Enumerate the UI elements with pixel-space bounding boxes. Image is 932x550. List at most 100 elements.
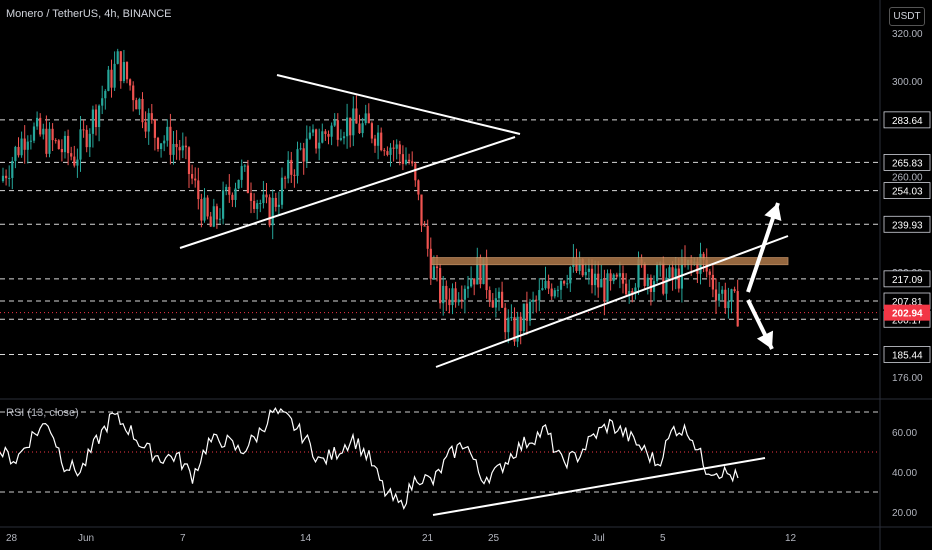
candle-body: [349, 117, 352, 136]
candle-body: [625, 283, 628, 295]
candle-body: [420, 194, 423, 226]
candle-body: [280, 177, 284, 205]
candle-body: [485, 257, 488, 291]
candle-body: [311, 129, 315, 133]
candle-body: [243, 165, 246, 167]
candle-body: [116, 51, 119, 64]
candle-body: [11, 161, 14, 178]
time-tick-label: 21: [422, 533, 434, 544]
candle-body: [135, 100, 138, 110]
candle-body: [460, 299, 463, 301]
candle-body: [228, 186, 231, 195]
candle-body: [36, 117, 39, 127]
candle-body: [88, 133, 91, 148]
candle-body: [26, 141, 29, 150]
candle-body: [218, 218, 222, 220]
candle-body: [656, 264, 659, 282]
candle-body: [240, 166, 243, 180]
candle-body: [380, 132, 383, 151]
candle-body: [566, 283, 569, 285]
candle-body: [184, 145, 187, 148]
candle-body: [386, 151, 389, 155]
candle-body: [600, 278, 603, 288]
time-tick-label: Jun: [78, 533, 94, 544]
candle-body: [501, 291, 504, 308]
candle-body: [373, 138, 377, 146]
candle-body: [104, 90, 107, 99]
time-tick-label: 14: [300, 533, 312, 544]
candle-body: [222, 190, 225, 219]
candle-body: [708, 271, 711, 275]
candle-body: [42, 128, 45, 135]
level-label-box: [883, 154, 931, 171]
candle-body: [237, 179, 240, 189]
candle-body: [336, 120, 339, 140]
candle-body: [389, 147, 392, 155]
candle-body: [497, 291, 501, 299]
candle-body: [107, 69, 110, 91]
candle-body: [442, 285, 445, 304]
candle-body: [634, 287, 637, 294]
candle-body: [194, 178, 197, 181]
time-tick-label: 5: [660, 533, 666, 544]
resistance-zone: [431, 257, 789, 266]
candle-body: [284, 177, 287, 179]
candle-body: [377, 132, 380, 146]
candle-body: [206, 197, 209, 217]
candle-body: [411, 161, 414, 164]
candle-body: [352, 108, 355, 136]
candle-body: [383, 150, 386, 152]
candle-body: [733, 289, 736, 292]
candle-body: [426, 225, 429, 249]
price-tick-label: 176.00: [892, 373, 923, 384]
candle-body: [736, 291, 739, 327]
candle-body: [160, 143, 163, 150]
level-label: 217.09: [892, 275, 923, 286]
candle-body: [476, 257, 479, 285]
candle-body: [674, 268, 677, 280]
candle-body: [153, 119, 156, 138]
current-price-label: 202.94: [892, 309, 923, 320]
candle-body: [587, 268, 590, 272]
candle-body: [342, 136, 346, 139]
candle-body: [82, 129, 85, 131]
candle-body: [212, 206, 215, 227]
candle-body: [414, 163, 417, 181]
chart-title: Monero / TetherUS, 4h, BINANCE: [6, 8, 172, 20]
candle-body: [525, 303, 528, 321]
candle-body: [488, 290, 491, 301]
rsi-label: RSI (13, close): [6, 407, 79, 419]
level-label: 254.03: [892, 187, 923, 198]
price-tick-label: 260.00: [892, 172, 923, 183]
candle-body: [39, 117, 42, 135]
candle-body: [594, 273, 597, 286]
candle-body: [631, 291, 634, 294]
candle-body: [628, 291, 631, 295]
candle-body: [287, 159, 290, 179]
candle-body: [200, 199, 203, 221]
candle-body: [590, 268, 594, 286]
candle-body: [711, 274, 714, 290]
candle-body: [318, 142, 321, 149]
candle-body: [67, 135, 70, 154]
candle-body: [494, 298, 497, 308]
candle-body: [256, 203, 259, 209]
candle-body: [101, 98, 104, 106]
candle-body: [187, 147, 191, 175]
time-tick-label: 28: [6, 533, 18, 544]
candle-body: [253, 200, 256, 209]
candle-body: [615, 274, 618, 277]
candle-body: [138, 98, 141, 110]
currency-badge[interactable]: USDT: [889, 7, 925, 26]
level-label: 239.93: [892, 220, 923, 231]
candle-body: [191, 174, 194, 179]
candle-body: [85, 129, 88, 148]
candle-body: [606, 273, 609, 302]
candle-body: [271, 197, 274, 226]
candle-body: [721, 289, 724, 294]
candle-body: [466, 286, 470, 289]
candle-body: [209, 216, 212, 227]
candle-body: [668, 267, 671, 278]
candle-body: [125, 62, 129, 80]
candle-body: [665, 277, 668, 294]
